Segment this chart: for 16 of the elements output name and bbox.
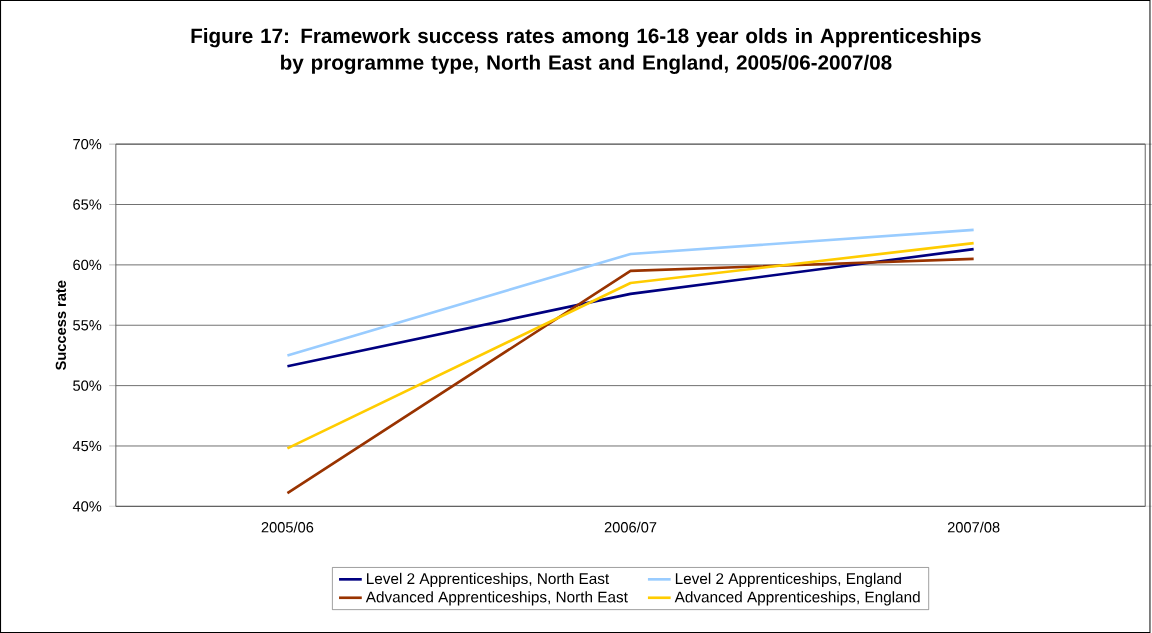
legend-label: Advanced Apprenticeships, England bbox=[674, 591, 920, 606]
y-tick-label: 65% bbox=[73, 199, 102, 210]
y-tick-label: 40% bbox=[72, 501, 102, 512]
legend-label: Level 2 Apprenticeships, England bbox=[675, 572, 901, 587]
chart-title: Figure 17: Framework success rates among 16-18 year olds in Apprenticeships by programme type, North East and England, 2005/06-2007/08 bbox=[191, 27, 981, 74]
legend-label: Advanced Apprenticeships, North East bbox=[365, 591, 628, 606]
y-tick-label: 55% bbox=[73, 320, 102, 331]
y-tick-label: 45% bbox=[72, 440, 102, 452]
y-tick-label: 70% bbox=[73, 138, 102, 150]
y-tick-label: 50% bbox=[73, 380, 102, 391]
y-tick-label: 60% bbox=[73, 259, 102, 270]
x-tick-label: 2006/07 bbox=[604, 521, 657, 533]
y-axis-title: Success rate bbox=[55, 280, 67, 370]
x-tick-label: 2007/08 bbox=[947, 521, 1000, 533]
legend-label: Level 2 Apprenticeships, North East bbox=[367, 572, 610, 587]
x-tick-label: 2005/06 bbox=[261, 521, 314, 533]
